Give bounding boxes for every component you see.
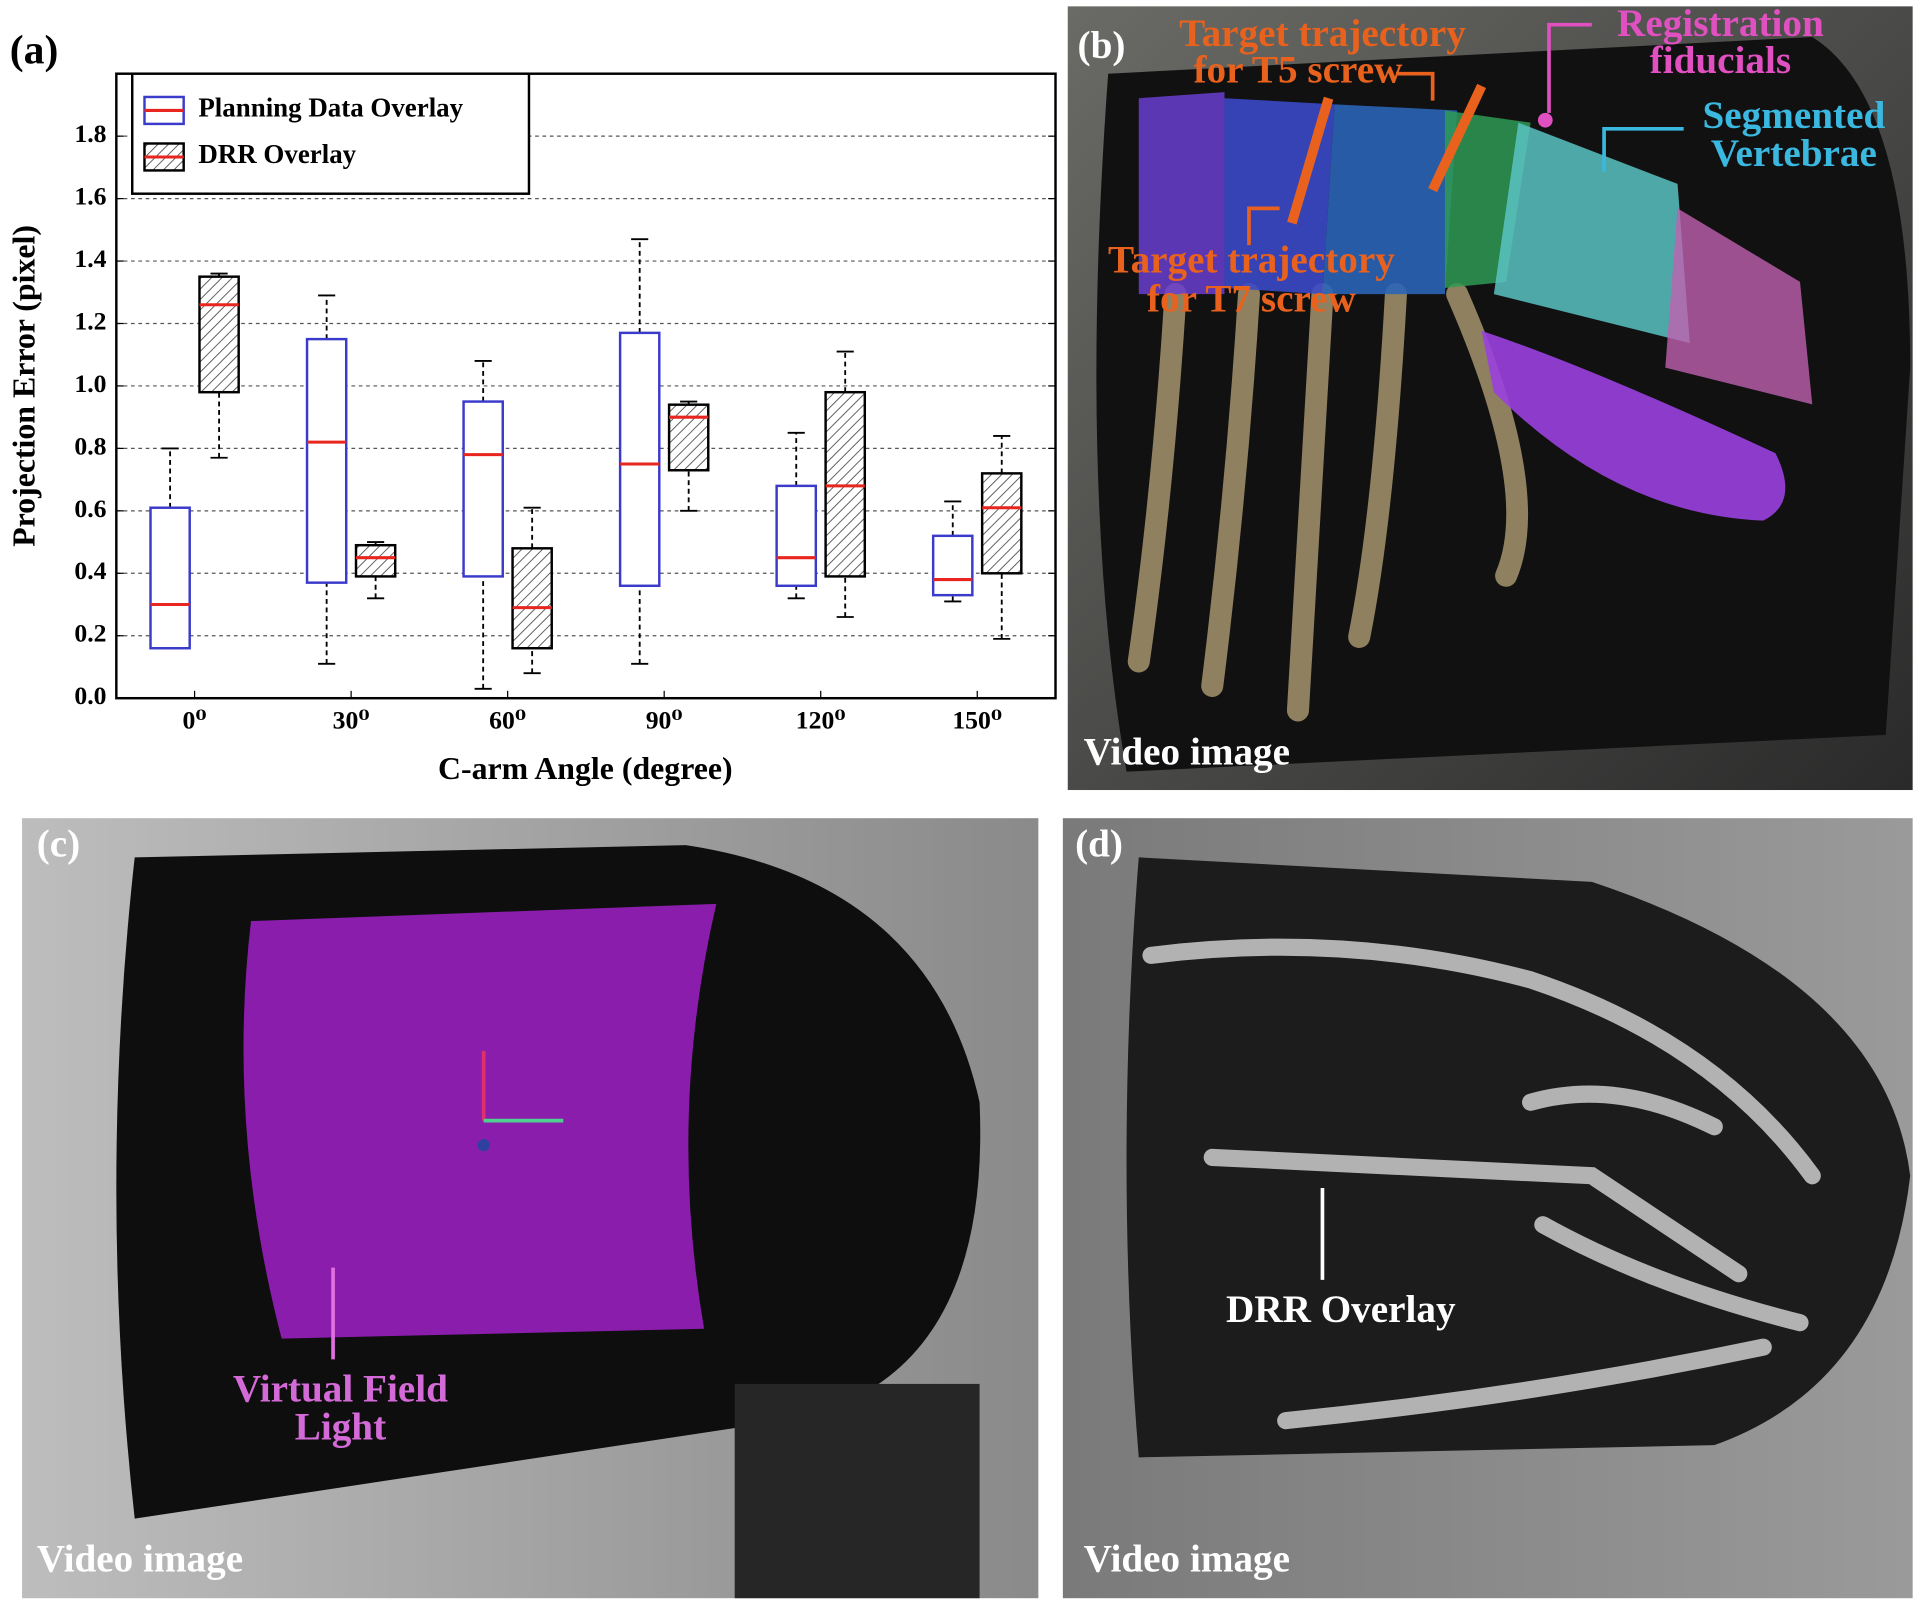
y-tick-label: 1.2	[74, 306, 106, 335]
annotation: Segmented	[1702, 94, 1885, 137]
box	[198, 275, 240, 394]
y-tick-label: 0.2	[74, 619, 106, 648]
annotation: for T7 screw	[1147, 278, 1357, 321]
x-axis-label: C-arm Angle (degree)	[438, 751, 733, 786]
box	[462, 400, 504, 578]
annotation: DRR Overlay	[1226, 1288, 1456, 1331]
panel-d: (d) DRR Overlay Video image	[1062, 818, 1913, 1599]
box	[511, 547, 553, 650]
vertebra	[1138, 92, 1225, 295]
field-light	[243, 903, 717, 1339]
trajectory	[1428, 83, 1487, 193]
x-tick-label: 30⁰	[333, 706, 370, 735]
box	[667, 403, 710, 472]
x-tick-label: 0⁰	[183, 706, 207, 735]
y-axis-label: Projection Error (pixel)	[6, 225, 41, 547]
ribs	[1127, 283, 1529, 722]
x-tick-label: 120⁰	[796, 706, 846, 735]
annotation: Target trajectory	[1179, 12, 1466, 55]
legend-label: DRR Overlay	[198, 139, 356, 169]
box	[980, 472, 1023, 575]
y-tick-label: 0.0	[74, 681, 106, 710]
y-tick-label: 0.6	[74, 494, 106, 523]
panel-c: (c) Virtual Field Light Video image	[22, 818, 1039, 1599]
caption: Video image	[1084, 1538, 1290, 1581]
box	[618, 331, 661, 588]
caption: Video image	[1084, 731, 1290, 774]
vertebra	[1665, 208, 1813, 405]
y-tick-label: 1.0	[74, 369, 106, 398]
legend-label: Planning Data Overlay	[198, 93, 463, 123]
annotation: fiducials	[1650, 39, 1791, 82]
x-tick-label: 150⁰	[952, 706, 1002, 735]
caption: Video image	[37, 1538, 243, 1581]
x-tick-label: 90⁰	[646, 706, 683, 735]
annotation: for T5 screw	[1194, 49, 1404, 92]
box	[775, 484, 818, 588]
box	[305, 337, 348, 584]
box	[931, 534, 974, 597]
annotation: Registration	[1617, 2, 1824, 45]
panel-label: (d)	[1075, 823, 1123, 866]
drr-structures	[1142, 938, 1821, 1430]
box	[149, 506, 191, 650]
panel-label: (c)	[37, 823, 80, 866]
annotation: Vertebrae	[1711, 132, 1877, 175]
annotation: Target trajectory	[1108, 238, 1395, 281]
fiducial	[1537, 112, 1553, 128]
box	[354, 543, 397, 578]
sternum	[1481, 330, 1786, 521]
panel-label: (a)	[10, 28, 59, 74]
stand	[734, 1383, 980, 1599]
vertebra	[1322, 104, 1458, 295]
plot-frame	[115, 72, 1057, 700]
box	[824, 390, 867, 578]
annotation: Light	[295, 1405, 386, 1448]
y-tick-label: 0.4	[74, 556, 106, 585]
box-plot: (a) Projection Error (pixel) C-arm Angle…	[6, 28, 1057, 786]
y-tick-label: 1.4	[74, 244, 106, 273]
y-tick-label: 1.6	[74, 182, 106, 211]
trajectory	[1287, 96, 1334, 225]
vertebra	[1493, 122, 1690, 344]
annotation: Virtual Field	[233, 1367, 448, 1410]
axis-glyph	[477, 1139, 490, 1152]
phantom	[1126, 857, 1911, 1458]
y-tick-label: 0.8	[74, 431, 106, 460]
x-tick-label: 60⁰	[489, 706, 526, 735]
vertebra	[1224, 98, 1335, 295]
y-tick-label: 1.8	[74, 119, 106, 148]
panel-label: (b)	[1078, 24, 1126, 67]
legend-frame	[131, 72, 531, 195]
panel-b: (b) Target trajectory for T5 screw Regis…	[1067, 2, 1913, 791]
arrows	[1247, 22, 1684, 246]
